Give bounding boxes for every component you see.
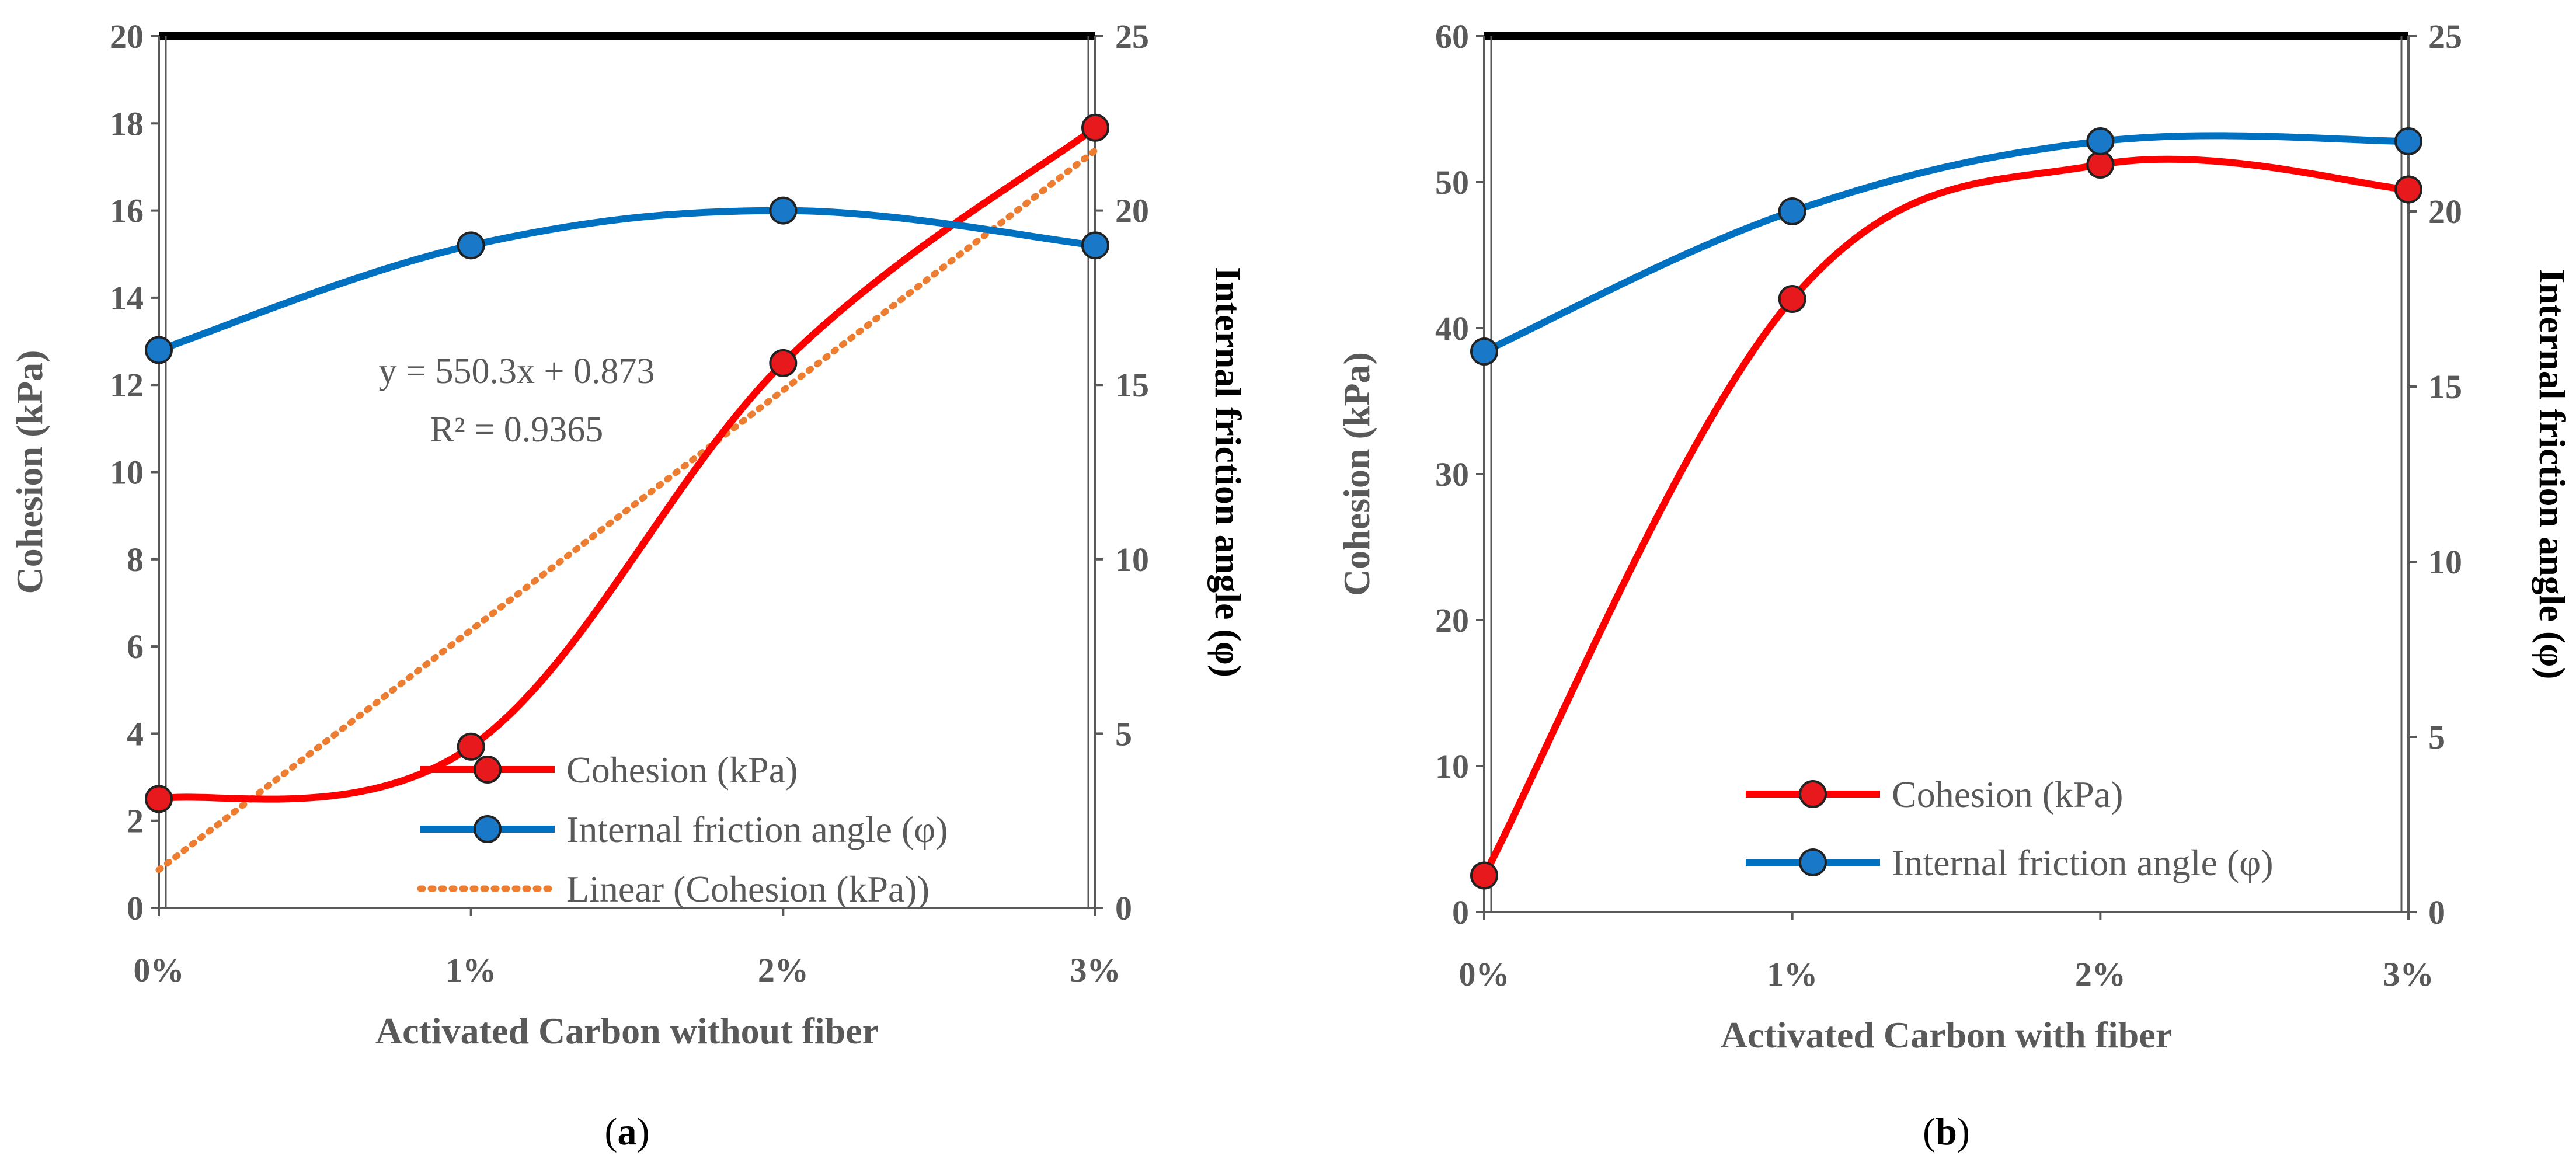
- right-tick-label: 5: [2428, 718, 2445, 756]
- right-tick-label: 0: [1115, 889, 1132, 927]
- left-tick-label: 0: [1452, 893, 1469, 931]
- x-tick-label: 3%: [2383, 955, 2434, 993]
- legend-label-cohesion: Cohesion (kPa): [1892, 774, 2123, 815]
- right-tick-label: 0: [2428, 893, 2445, 931]
- cohesion-point-0%: [145, 785, 173, 813]
- left-tick-label: 30: [1435, 455, 1469, 493]
- left-tick-label: 14: [110, 279, 144, 317]
- right-axis-title: Internal friction angle (φ): [1207, 267, 1249, 677]
- panel-caption: (b): [1923, 1111, 1970, 1153]
- friction-point-2%: [2086, 127, 2115, 155]
- left-tick-label: 20: [1435, 601, 1469, 639]
- friction-point-3%: [1081, 231, 1109, 260]
- left-tick-label: 16: [110, 192, 144, 230]
- x-tick-label: 1%: [1767, 955, 1818, 993]
- left-tick-label: 0: [127, 889, 144, 927]
- left-tick-label: 50: [1435, 163, 1469, 201]
- friction-point-1%: [1778, 197, 1806, 225]
- legend-marker-cohesion: [474, 756, 502, 784]
- left-axis-title: Cohesion (kPa): [9, 350, 50, 594]
- friction-series-line: [155, 207, 1099, 354]
- friction-point-3%: [2394, 127, 2422, 155]
- left-tick-label: 8: [127, 541, 144, 579]
- left-tick-label: 2: [127, 802, 144, 840]
- friction-point-2%: [769, 196, 798, 225]
- cohesion-point-2%: [2086, 151, 2115, 179]
- legend-marker-cohesion: [1799, 780, 1827, 808]
- right-tick-label: 5: [1115, 715, 1132, 753]
- left-axis-title: Cohesion (kPa): [1336, 352, 1377, 596]
- left-tick-label: 60: [1435, 18, 1469, 55]
- friction-point-0%: [145, 336, 173, 364]
- cohesion-point-2%: [769, 349, 798, 377]
- trendline-r-squared: R² = 0.9365: [430, 410, 603, 450]
- legend-label-cohesion: Cohesion (kPa): [566, 749, 798, 791]
- x-tick-label: 0%: [1459, 955, 1510, 993]
- trendline-linear-cohesion: [155, 147, 1099, 873]
- right-tick-label: 20: [2428, 193, 2462, 231]
- friction-point-1%: [457, 231, 485, 260]
- right-axis-title: Internal friction angle (φ): [2532, 269, 2573, 680]
- right-tick-label: 10: [1115, 541, 1149, 579]
- left-tick-label: 18: [110, 105, 144, 142]
- x-tick-label: 3%: [1070, 951, 1121, 989]
- x-tick-label: 0%: [134, 951, 185, 989]
- x-tick-label: 2%: [758, 951, 809, 989]
- x-tick-label: 2%: [2075, 955, 2126, 993]
- cohesion-point-3%: [2394, 175, 2422, 204]
- cohesion-point-1%: [457, 732, 485, 761]
- cohesion-point-3%: [1081, 113, 1109, 142]
- friction-series-line: [1481, 132, 2412, 355]
- panel-caption: (a): [605, 1111, 650, 1153]
- cohesion-series-line: [1481, 155, 2412, 879]
- left-tick-label: 6: [127, 628, 144, 666]
- legend-marker-friction: [1799, 848, 1827, 876]
- x-tick-label: 1%: [445, 951, 496, 989]
- legend-marker-friction: [474, 815, 502, 843]
- cohesion-point-0%: [1470, 861, 1498, 890]
- legend-label-friction: Internal friction angle (φ): [1892, 842, 2274, 883]
- legend-label-trend: Linear (Cohesion (kPa)): [566, 868, 930, 910]
- right-tick-label: 15: [1115, 366, 1149, 404]
- right-tick-label: 10: [2428, 543, 2462, 581]
- trendline-equation: y = 550.3x + 0.873: [379, 351, 655, 391]
- chart-panel-b: 0 10 20 30 40 50 60 0 5 10 15 20 25 0% 1% 2% 3% Activated…: [1336, 18, 2573, 1153]
- chart-panel-a: 0 2 4 6 8 10 12 14 16 18 20 0 5 10 15 20 25 0% 1% 2% 3% Activ…: [9, 18, 1249, 1153]
- left-tick-label: 4: [127, 715, 144, 753]
- friction-point-0%: [1470, 337, 1498, 366]
- legend-label-friction: Internal friction angle (φ): [566, 809, 948, 850]
- x-axis-title: Activated Carbon with fiber: [1721, 1014, 2172, 1056]
- right-tick-label: 15: [2428, 368, 2462, 406]
- right-tick-label: 25: [1115, 18, 1149, 55]
- x-axis-title: Activated Carbon without fiber: [375, 1010, 879, 1052]
- left-tick-label: 10: [110, 454, 144, 492]
- right-tick-label: 20: [1115, 192, 1149, 230]
- right-tick-label: 25: [2428, 18, 2462, 55]
- left-tick-label: 20: [110, 18, 144, 55]
- left-tick-label: 10: [1435, 747, 1469, 785]
- left-tick-label: 40: [1435, 309, 1469, 347]
- cohesion-point-1%: [1778, 285, 1806, 313]
- left-tick-label: 12: [110, 366, 144, 404]
